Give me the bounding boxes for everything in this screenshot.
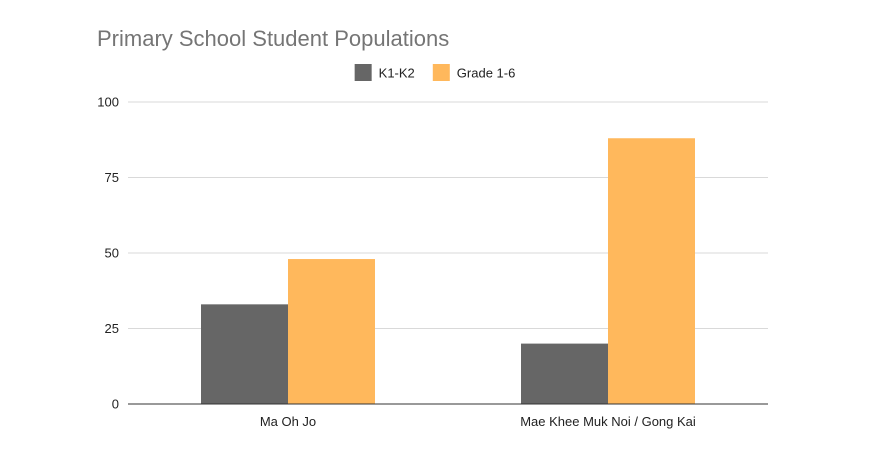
y-tick-label: 0 bbox=[112, 397, 119, 412]
bars bbox=[201, 138, 695, 405]
y-axis-ticks: 0 25 50 75 100 bbox=[97, 95, 119, 412]
bar-k1-k2-1 bbox=[521, 343, 608, 404]
y-tick-label: 25 bbox=[105, 321, 119, 336]
x-category-label: Ma Oh Jo bbox=[260, 414, 316, 429]
legend-item: K1-K2 bbox=[354, 64, 415, 81]
legend-label: Grade 1-6 bbox=[457, 66, 516, 81]
y-tick-label: 50 bbox=[105, 246, 119, 261]
legend-swatch bbox=[354, 64, 372, 81]
x-axis-labels: Ma Oh Jo Mae Khee Muk Noi / Gong Kai bbox=[260, 414, 696, 429]
bar-grade-1-6-1 bbox=[608, 138, 695, 405]
chart-title: Primary School Student Populations bbox=[97, 26, 449, 51]
legend-label: K1-K2 bbox=[379, 66, 415, 81]
bar-k1-k2-0 bbox=[201, 304, 288, 404]
x-category-label: Mae Khee Muk Noi / Gong Kai bbox=[520, 414, 696, 429]
bar-grade-1-6-0 bbox=[288, 259, 375, 404]
y-tick-label: 75 bbox=[105, 170, 119, 185]
legend-item: Grade 1-6 bbox=[432, 64, 516, 81]
legend-swatch bbox=[432, 64, 450, 81]
y-tick-label: 100 bbox=[97, 95, 119, 110]
legend: K1-K2 Grade 1-6 bbox=[354, 64, 516, 81]
